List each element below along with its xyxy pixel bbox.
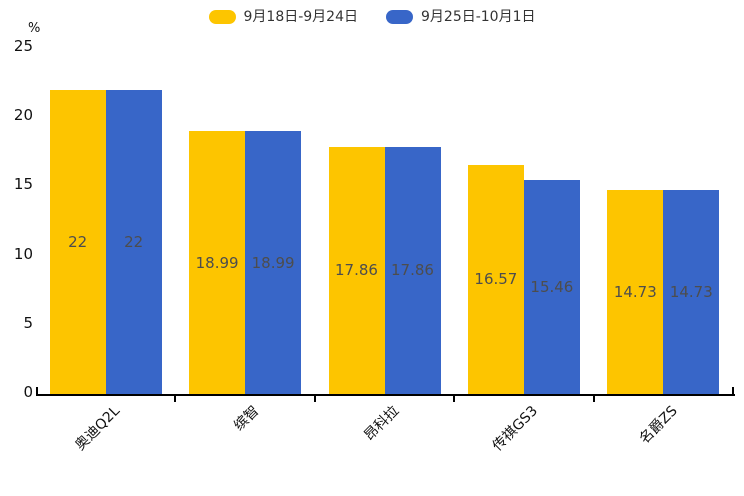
bar-value-label: 18.99	[195, 253, 239, 272]
x-axis-category-label: 奥迪Q2L	[72, 403, 124, 454]
bar-series1-奥迪Q2L	[49, 89, 106, 394]
y-axis-tick-label: 5	[23, 313, 33, 332]
x-axis-tick	[174, 396, 177, 402]
legend-item-series-2[interactable]: 9月25日-10月1日	[386, 7, 536, 27]
x-axis-end-tick	[732, 387, 734, 396]
bar-value-label: 14.73	[669, 283, 713, 302]
x-axis-category-label: 昂科拉	[360, 403, 402, 445]
x-axis-line	[36, 394, 735, 396]
y-axis-tick-label: 25	[13, 37, 33, 55]
bar-series1-名爵ZS	[607, 190, 664, 394]
bar-value-label: 22	[68, 232, 88, 251]
x-axis-tick	[313, 396, 316, 402]
y-axis-unit-label: %	[28, 21, 41, 36]
bar-value-label: 14.73	[613, 283, 657, 302]
legend-swatch-icon	[386, 10, 413, 24]
bar-value-label: 22	[124, 232, 144, 251]
bar-value-label: 17.86	[391, 261, 434, 280]
legend: 9月18日-9月24日 9月25日-10月1日	[0, 7, 744, 27]
legend-swatch-icon	[208, 10, 236, 24]
bar-series1-传祺GS3	[467, 164, 524, 394]
y-axis-tick-label: 15	[13, 175, 33, 194]
bar-series1-昂科拉	[328, 146, 385, 394]
bar-value-label: 16.57	[474, 270, 518, 289]
x-axis-tick	[453, 396, 456, 402]
y-axis-tick-label: 20	[13, 106, 33, 125]
bar-series2-传祺GS3	[523, 180, 580, 394]
bar-series2-奥迪Q2L	[105, 89, 162, 394]
legend-item-series-1[interactable]: 9月18日-9月24日	[208, 7, 359, 27]
bar-series2-昂科拉	[384, 146, 441, 394]
y-axis-tick-label: 0	[23, 383, 33, 401]
x-axis-category-label: 传祺GS3	[489, 403, 542, 455]
x-axis-tick	[592, 396, 595, 402]
x-axis-category-label: 名爵ZS	[636, 403, 681, 448]
legend-label: 9月18日-9月24日	[243, 9, 359, 25]
legend-label: 9月25日-10月1日	[421, 9, 536, 25]
x-axis-category-label: 缤智	[231, 403, 263, 435]
x-axis-end-tick	[36, 387, 38, 396]
bar-value-label: 18.99	[251, 253, 295, 272]
bar-value-label: 17.86	[335, 261, 378, 280]
y-axis-tick-label: 10	[13, 244, 33, 263]
bar-value-label: 15.46	[530, 278, 574, 297]
bar-series2-名爵ZS	[663, 190, 720, 394]
bar-series1-缤智	[189, 131, 246, 394]
bar-series2-缤智	[245, 131, 302, 394]
